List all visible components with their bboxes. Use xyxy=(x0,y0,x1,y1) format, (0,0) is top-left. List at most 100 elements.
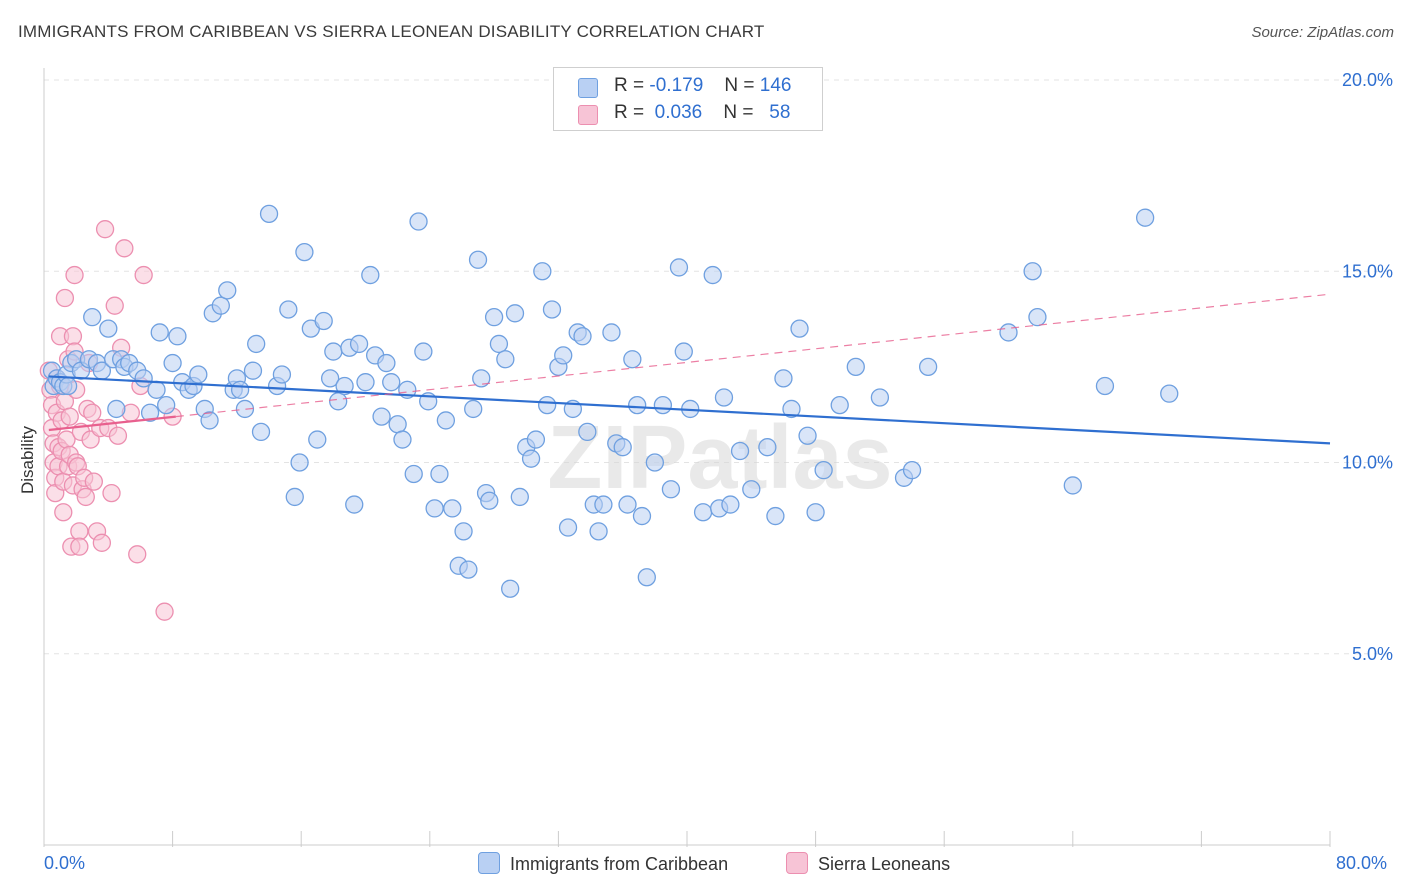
data-point-caribbean xyxy=(999,323,1018,342)
data-point-caribbean xyxy=(521,449,541,468)
trend-line-sierra-leonean-extension xyxy=(175,293,1331,418)
data-point-caribbean xyxy=(703,265,722,285)
data-point-caribbean xyxy=(542,300,562,319)
data-point-caribbean xyxy=(1028,307,1047,327)
legend-swatch-pink xyxy=(578,105,598,125)
data-point-caribbean xyxy=(533,262,552,281)
data-point-sierra-leonean xyxy=(128,545,147,564)
data-point-caribbean xyxy=(372,407,391,426)
data-point-sierra-leonean xyxy=(60,407,79,426)
data-point-caribbean xyxy=(247,334,266,354)
watermark: ZIPatlas xyxy=(547,408,892,508)
data-point-caribbean xyxy=(150,323,169,342)
r-label: R = xyxy=(614,75,645,96)
data-point-caribbean xyxy=(742,480,761,499)
chart-title: IMMIGRANTS FROM CARIBBEAN VS SIERRA LEON… xyxy=(18,22,765,41)
data-point-sierra-leonean xyxy=(55,288,75,308)
data-point-caribbean xyxy=(414,342,433,361)
data-point-sierra-leonean xyxy=(92,533,112,552)
data-point-caribbean xyxy=(279,300,298,319)
data-point-caribbean xyxy=(637,568,656,587)
data-point-caribbean xyxy=(107,399,126,419)
data-point-caribbean xyxy=(200,411,219,430)
data-point-caribbean xyxy=(693,503,713,522)
y-tick-label: 20.0% xyxy=(1342,70,1393,90)
data-point-caribbean xyxy=(806,503,825,522)
y-tick-label: 15.0% xyxy=(1342,261,1393,281)
data-point-caribbean xyxy=(714,388,734,407)
data-point-caribbean xyxy=(846,357,865,377)
n-label: N = xyxy=(724,75,755,96)
legend-swatch-blue xyxy=(578,78,598,98)
series-sierra-leoneans xyxy=(39,220,182,621)
data-point-sierra-leonean xyxy=(63,327,83,346)
data-point-caribbean xyxy=(1135,208,1155,227)
data-point-caribbean xyxy=(430,464,449,484)
data-point-caribbean xyxy=(230,380,250,399)
data-point-caribbean xyxy=(393,430,412,449)
bottom-legend-sierra-leoneans: Sierra Leoneans xyxy=(786,852,950,875)
data-point-caribbean xyxy=(766,506,785,526)
data-point-caribbean xyxy=(163,353,182,373)
data-point-caribbean xyxy=(1063,476,1082,495)
data-point-caribbean xyxy=(189,365,208,384)
data-point-caribbean xyxy=(335,376,354,396)
data-point-caribbean xyxy=(324,342,343,361)
data-point-caribbean xyxy=(594,495,613,514)
legend-text: R = -0.179 N = 146 xyxy=(614,75,791,97)
data-point-sierra-leonean xyxy=(76,487,95,507)
data-point-sierra-leonean xyxy=(108,426,128,445)
y-tick-label: 5.0% xyxy=(1352,644,1393,664)
data-point-caribbean xyxy=(798,426,817,445)
data-point-caribbean xyxy=(613,438,632,457)
data-point-caribbean xyxy=(388,415,407,434)
data-point-caribbean xyxy=(510,487,529,507)
data-point-caribbean xyxy=(1023,262,1042,281)
data-point-caribbean xyxy=(140,403,160,422)
r-value: -0.179 xyxy=(649,75,704,96)
data-point-caribbean xyxy=(443,499,462,518)
data-point-caribbean xyxy=(356,373,375,392)
data-point-sierra-leonean xyxy=(83,403,102,422)
data-point-caribbean xyxy=(472,369,491,388)
data-point-caribbean xyxy=(349,334,369,354)
data-point-caribbean xyxy=(459,560,478,579)
data-point-caribbean xyxy=(329,392,348,411)
trend-line-caribbean xyxy=(48,375,1331,445)
data-point-caribbean xyxy=(308,430,327,449)
data-point-caribbean xyxy=(661,480,681,499)
data-point-caribbean xyxy=(669,258,689,277)
x-axis-max-label: 80.0% xyxy=(1336,853,1388,873)
data-point-caribbean xyxy=(674,342,693,361)
data-point-caribbean xyxy=(468,250,488,269)
data-point-sierra-leonean xyxy=(115,239,134,258)
data-point-caribbean xyxy=(157,395,176,415)
correlation-legend: R = -0.179 N = 146 R = 0.036 N = 58 xyxy=(553,67,823,131)
data-point-caribbean xyxy=(790,319,809,338)
data-point-caribbean xyxy=(730,441,750,461)
y-tick-labels: 5.0% 10.0% 15.0% 20.0% xyxy=(1342,70,1393,664)
data-point-caribbean xyxy=(409,212,428,231)
trend-lines xyxy=(48,293,1331,445)
data-point-caribbean xyxy=(484,307,504,327)
data-point-caribbean xyxy=(830,395,849,415)
data-point-caribbean xyxy=(618,495,637,514)
data-point-caribbean xyxy=(259,204,279,224)
data-point-caribbean xyxy=(454,522,473,541)
data-point-caribbean xyxy=(285,487,304,507)
data-point-caribbean xyxy=(632,506,652,526)
data-point-caribbean xyxy=(320,369,340,388)
data-point-caribbean xyxy=(918,357,938,377)
data-point-sierra-leonean xyxy=(65,265,84,285)
data-point-caribbean xyxy=(645,453,664,472)
data-point-sierra-leonean xyxy=(105,296,124,315)
bottom-legend-label: Immigrants from Caribbean xyxy=(510,854,729,874)
data-point-caribbean xyxy=(589,522,608,541)
bottom-legend-swatch-pink xyxy=(786,852,808,874)
data-point-caribbean xyxy=(578,422,597,442)
data-point-caribbean xyxy=(902,460,922,480)
data-point-caribbean xyxy=(295,242,314,262)
data-point-caribbean xyxy=(272,365,292,384)
data-point-caribbean xyxy=(782,399,801,419)
